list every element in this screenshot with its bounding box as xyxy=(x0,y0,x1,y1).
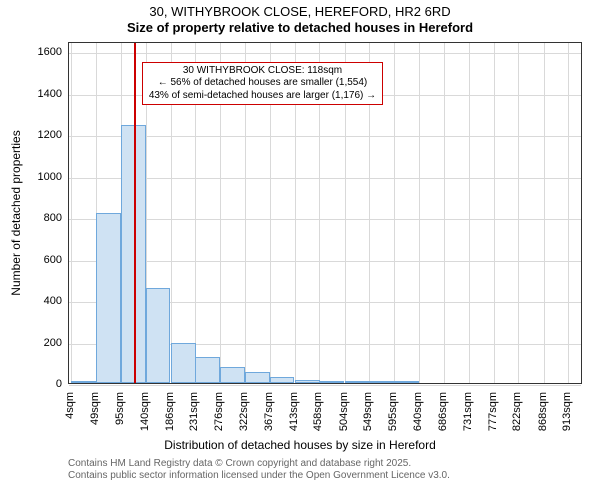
y-tick-label: 0 xyxy=(0,378,62,390)
histogram-bar xyxy=(345,381,370,383)
x-tick-label: 322sqm xyxy=(238,392,250,440)
histogram-bar xyxy=(96,213,121,383)
grid-v xyxy=(394,43,395,383)
y-tick-label: 800 xyxy=(0,212,62,224)
histogram-bar xyxy=(171,343,196,383)
x-tick-label: 549sqm xyxy=(362,392,374,440)
chart-title-line1: 30, WITHYBROOK CLOSE, HEREFORD, HR2 6RD xyxy=(149,4,450,19)
y-tick-label: 400 xyxy=(0,295,62,307)
histogram-bar xyxy=(245,372,270,383)
histogram-bar xyxy=(270,377,295,383)
grid-v xyxy=(71,43,72,383)
x-tick-label: 504sqm xyxy=(338,392,350,440)
chart-title-line2: Size of property relative to detached ho… xyxy=(127,20,473,35)
x-tick-label: 49sqm xyxy=(89,392,101,440)
x-tick-label: 231sqm xyxy=(188,392,200,440)
annotation-line1: 30 WITHYBROOK CLOSE: 118sqm xyxy=(149,65,376,78)
x-tick-label: 913sqm xyxy=(561,392,573,440)
x-tick-label: 868sqm xyxy=(537,392,549,440)
histogram-bar xyxy=(220,367,245,383)
x-tick-label: 95sqm xyxy=(114,392,126,440)
x-tick-label: 640sqm xyxy=(412,392,424,440)
x-tick-label: 367sqm xyxy=(263,392,275,440)
grid-v xyxy=(444,43,445,383)
x-tick-label: 822sqm xyxy=(511,392,523,440)
histogram-bar xyxy=(295,380,320,383)
grid-v xyxy=(494,43,495,383)
x-tick-label: 4sqm xyxy=(64,392,76,440)
footer-line1: Contains HM Land Registry data © Crown c… xyxy=(68,458,411,469)
grid-v xyxy=(544,43,545,383)
histogram-bar xyxy=(394,381,419,383)
x-tick-label: 777sqm xyxy=(487,392,499,440)
x-tick-label: 731sqm xyxy=(462,392,474,440)
x-tick-label: 186sqm xyxy=(164,392,176,440)
footer-line2: Contains public sector information licen… xyxy=(68,470,450,481)
x-tick-label: 276sqm xyxy=(213,392,225,440)
y-tick-label: 1600 xyxy=(0,46,62,58)
x-tick-label: 458sqm xyxy=(312,392,324,440)
y-tick-label: 1000 xyxy=(0,171,62,183)
y-tick-label: 1200 xyxy=(0,129,62,141)
reference-line xyxy=(134,43,136,383)
histogram-bar xyxy=(369,381,394,383)
x-axis-label: Distribution of detached houses by size … xyxy=(164,438,435,452)
grid-h xyxy=(69,385,581,386)
grid-v xyxy=(469,43,470,383)
y-tick-label: 200 xyxy=(0,337,62,349)
histogram-bar xyxy=(319,381,344,383)
y-tick-label: 600 xyxy=(0,254,62,266)
annotation-line3: 43% of semi-detached houses are larger (… xyxy=(149,90,376,103)
x-tick-label: 686sqm xyxy=(437,392,449,440)
histogram-bar xyxy=(146,288,171,383)
x-tick-label: 140sqm xyxy=(139,392,151,440)
x-tick-label: 413sqm xyxy=(288,392,300,440)
grid-v xyxy=(568,43,569,383)
annotation-line2: ← 56% of detached houses are smaller (1,… xyxy=(149,77,376,90)
grid-v xyxy=(419,43,420,383)
histogram-bar xyxy=(195,357,220,383)
y-tick-label: 1400 xyxy=(0,88,62,100)
annotation-box: 30 WITHYBROOK CLOSE: 118sqm← 56% of deta… xyxy=(142,62,383,106)
histogram-bar xyxy=(71,381,96,383)
grid-v xyxy=(518,43,519,383)
x-tick-label: 595sqm xyxy=(387,392,399,440)
